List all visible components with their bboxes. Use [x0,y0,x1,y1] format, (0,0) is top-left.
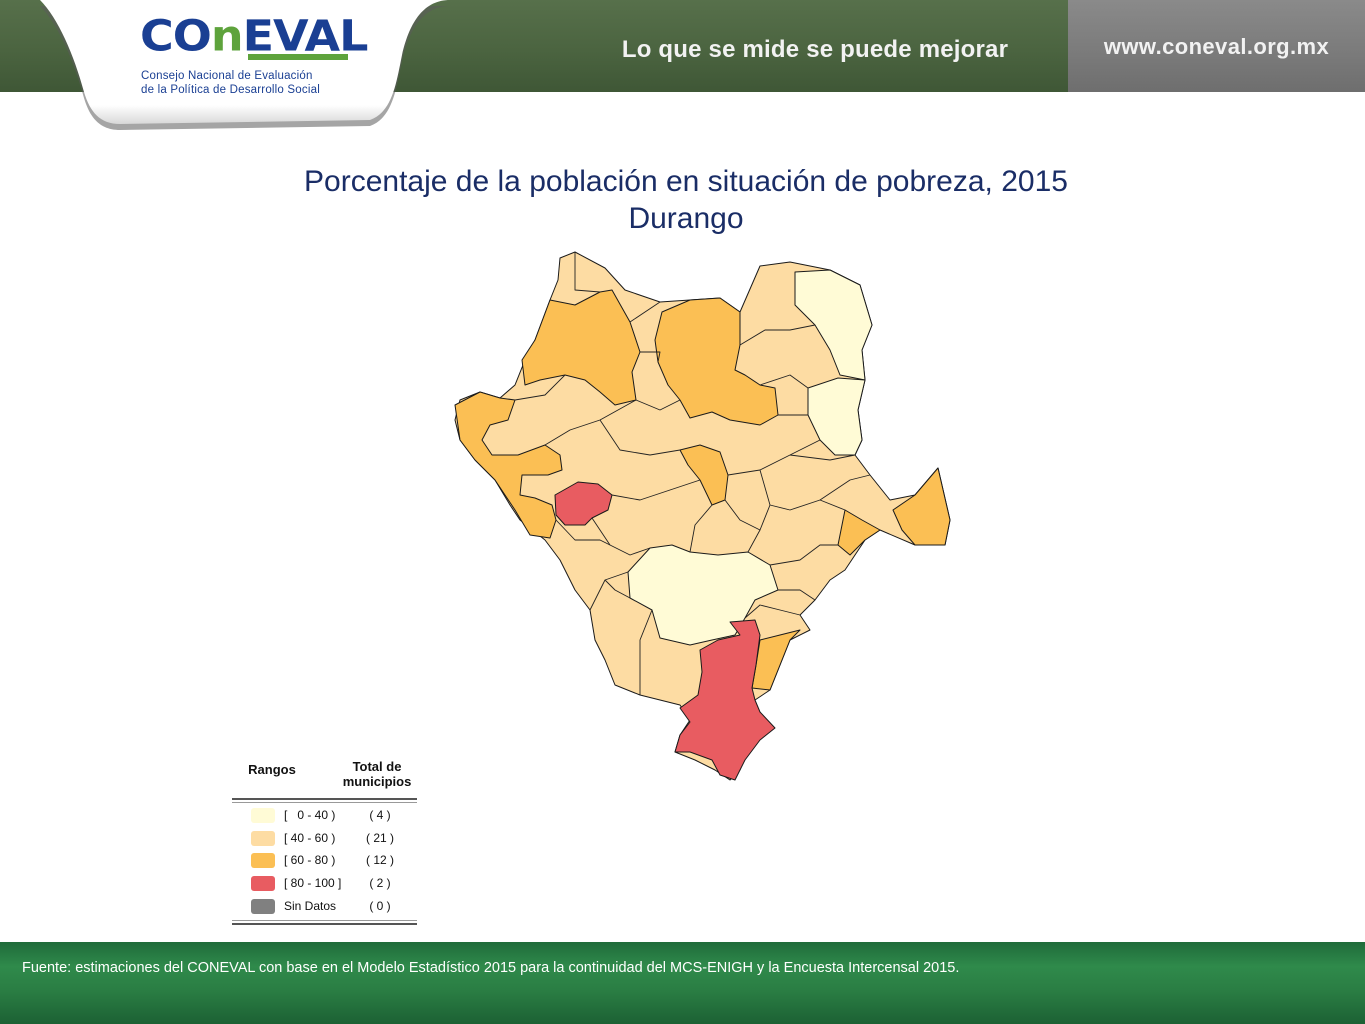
legend-count: ( 0 ) [369,899,391,913]
legend-item: [ 80 - 100 ] ( 2 ) [232,875,418,893]
legend-item: Sin Datos ( 0 ) [232,898,418,916]
logo-wordmark-n: n [210,10,244,61]
municipality-n2 [807,377,866,456]
legend-count: ( 21 ) [365,831,394,845]
website-link[interactable]: www.coneval.org.mx [1103,34,1330,59]
logo-subtitle-line1: Consejo Nacional de Evaluación [141,70,313,82]
legend-swatch [251,876,275,891]
header-slogan: Lo que se mide se puede mejorar [621,36,1009,63]
header-gray-bar [1068,0,1365,92]
legend-count: ( 2 ) [369,876,391,890]
source-note: Fuente: estimaciones del CONEVAL con bas… [22,960,960,976]
logo-wordmark-post: EVAL [242,10,369,61]
legend-header-total: Total de municipios [342,759,412,789]
legend-swatch [251,853,275,868]
legend-rule [232,920,417,921]
municipality-tamazula [554,481,613,526]
legend-rule [232,798,417,800]
logo-wordmark-pre: CO [140,10,212,61]
legend-item: [ 0 - 40 ) ( 4 ) [232,807,418,825]
logo-subtitle-line2: de la Política de Desarrollo Social [141,84,320,96]
legend-range: [ 60 - 80 ) [284,853,336,867]
municipality-nw1 [521,289,641,406]
legend-range: [ 40 - 60 ) [284,831,336,845]
legend-swatch [251,899,275,914]
legend-swatch [251,808,275,823]
municipality-e2 [892,467,951,546]
legend-item: [ 40 - 60 ) ( 21 ) [232,830,418,848]
page-header: COnEVAL Consejo Nacional de Evaluación d… [0,0,1365,135]
map-title: Porcentaje de la población en situación … [304,165,1068,198]
page-footer: Fuente: estimaciones del CONEVAL con bas… [0,942,1365,1024]
legend-header-ranges: Rangos [248,762,296,777]
logo-underline [248,54,348,60]
coneval-logo[interactable]: COnEVAL [140,10,369,62]
legend-range: Sin Datos [284,899,337,913]
legend-count: ( 4 ) [369,808,391,822]
map-subtitle: Durango [628,202,744,235]
legend-item: [ 60 - 80 ) ( 12 ) [232,852,418,870]
map-legend: Rangos Total de municipios [ 0 - 40 ) ( … [232,755,418,927]
municipality-mezquital [674,619,776,781]
legend-swatch [251,831,275,846]
logo-tab-shape [0,0,450,130]
legend-range: [ 80 - 100 ] [284,876,342,890]
legend-count: ( 12 ) [365,853,394,867]
legend-rule [232,923,417,925]
legend-range: [ 0 - 40 ) [284,808,336,822]
legend-rule [232,802,417,803]
municipality-w1 [454,391,563,539]
